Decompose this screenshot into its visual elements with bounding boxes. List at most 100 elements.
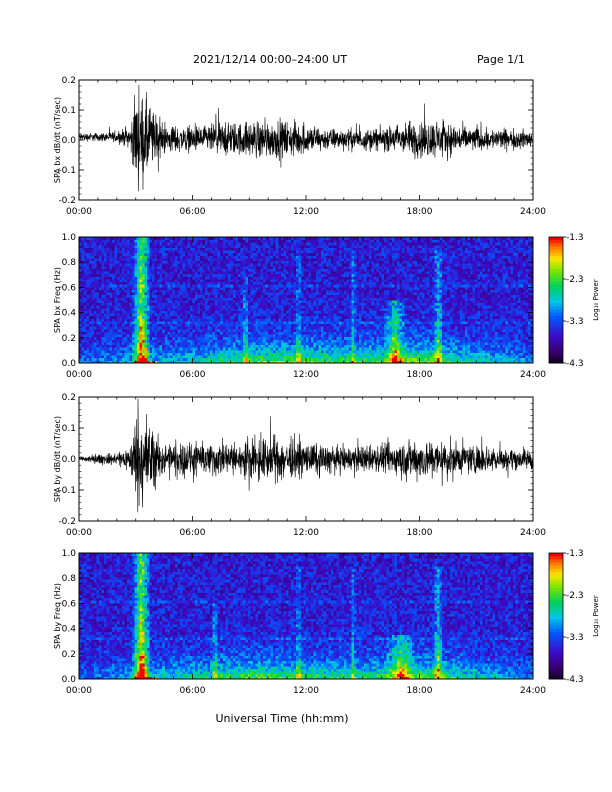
spectrogram-cell — [167, 289, 171, 293]
spectrogram-cell — [94, 276, 98, 280]
spectrogram-cell — [326, 336, 330, 340]
spectrogram-cell — [285, 321, 289, 325]
spectrogram-cell — [121, 265, 125, 269]
spectrogram-cell — [290, 328, 294, 332]
spectrogram-cell — [232, 286, 236, 290]
spectrogram-cell — [144, 321, 148, 325]
spectrogram-cell — [210, 239, 214, 243]
spectrogram-cell — [184, 279, 188, 283]
spectrogram-cell — [121, 242, 125, 246]
spectrogram-cell — [220, 307, 224, 311]
spectrogram-cell — [230, 244, 234, 248]
spectrogram-cell — [295, 273, 299, 277]
spectrogram-cell — [119, 342, 123, 346]
spectrogram-cell — [227, 258, 231, 262]
spectrogram-cell — [212, 294, 216, 298]
spectrogram-cell — [142, 255, 145, 259]
spectrogram-cell — [104, 271, 108, 275]
spectrogram-cell — [179, 302, 183, 306]
spectrogram-cell — [124, 297, 128, 301]
spectrogram-cell — [222, 292, 226, 296]
spectrogram-cell — [323, 326, 327, 330]
spectrogram-cell — [179, 297, 183, 301]
spectrogram-cell — [235, 344, 239, 348]
spectrogram-cell — [104, 239, 108, 243]
spectrogram-cell — [106, 263, 110, 267]
spectrogram-cell — [237, 297, 241, 301]
spectrogram-cell — [89, 294, 93, 298]
spectrogram-cell — [81, 355, 85, 359]
spectrogram-cell — [79, 247, 82, 251]
spectrogram-cell — [154, 344, 158, 348]
spectrogram-cell — [280, 255, 284, 259]
spectrogram-cell — [200, 307, 203, 311]
spectrogram-cell — [210, 284, 214, 288]
spectrogram-cell — [129, 328, 133, 332]
spectrogram-cell — [265, 360, 269, 364]
spectrogram-cell — [81, 300, 85, 304]
spectrogram-cell — [283, 307, 287, 311]
spectrogram-cell — [182, 342, 186, 346]
spectrogram-cell — [197, 310, 201, 314]
spectrogram-cell — [328, 294, 332, 298]
spectrogram-cell — [245, 336, 249, 340]
spectrogram-cell — [162, 302, 166, 306]
spectrogram-cell — [331, 297, 335, 301]
spectrogram-cell — [311, 307, 314, 311]
spectrogram-cell — [96, 242, 100, 246]
spectrogram-cell — [328, 307, 332, 311]
spectrogram-cell — [240, 297, 244, 301]
spectrogram-cell — [109, 331, 113, 335]
spectrogram-cell — [295, 268, 299, 272]
spectrogram-cell — [313, 315, 317, 319]
spectrogram-cell — [152, 244, 156, 248]
spectrogram-cell — [273, 258, 277, 262]
spectrogram-cell — [164, 250, 168, 254]
spectrogram-cell — [306, 355, 309, 359]
spectrogram-cell — [154, 349, 158, 353]
spectrogram-cell — [225, 339, 229, 343]
spectrogram-cell — [298, 244, 302, 248]
spectrogram-cell — [313, 344, 317, 348]
spectrogram-cell — [280, 286, 284, 290]
spectrogram-cell — [288, 352, 292, 356]
spectrogram-cell — [308, 271, 312, 275]
spectrogram-cell — [162, 294, 166, 298]
spectrogram-cell — [144, 310, 148, 314]
spectrogram-cell — [86, 347, 90, 351]
spectrogram-cell — [184, 339, 188, 343]
spectrogram-cell — [142, 252, 145, 256]
spectrogram-cell — [212, 357, 216, 361]
spectrogram-cell — [124, 250, 128, 254]
spectrogram-cell — [124, 300, 128, 304]
spectrogram-cell — [197, 252, 201, 256]
spectrogram-cell — [240, 313, 244, 317]
spectrogram-cell — [104, 258, 108, 262]
spectrogram-cell — [131, 242, 135, 246]
spectrogram-cell — [187, 273, 191, 277]
spectrogram-cell — [154, 342, 158, 346]
spectrogram-cell — [316, 344, 320, 348]
spectrogram-cell — [179, 265, 183, 269]
spectrogram-cell — [308, 265, 312, 269]
spectrogram-cell — [205, 239, 209, 243]
spectrogram-cell — [86, 260, 90, 264]
spectrogram-cell — [323, 258, 327, 262]
spectrogram-cell — [263, 349, 267, 353]
spectrogram-cell — [270, 331, 274, 335]
spectrogram-cell — [205, 244, 209, 248]
spectrogram-cell — [139, 273, 143, 277]
spectrogram-cell — [258, 281, 261, 285]
spectrogram-cell — [247, 260, 251, 264]
spectrogram-cell — [99, 289, 103, 293]
spectrogram-cell — [84, 284, 87, 288]
spectrogram-cell — [164, 344, 168, 348]
spectrogram-cell — [253, 331, 256, 335]
spectrogram-cell — [169, 323, 173, 327]
spectrogram-cell — [89, 328, 93, 332]
spectrogram-cell — [318, 305, 322, 309]
spectrogram-cell — [225, 244, 229, 248]
spectrogram-cell — [331, 284, 335, 288]
spectrogram-cell — [225, 273, 229, 277]
spectrogram-cell — [333, 357, 337, 361]
